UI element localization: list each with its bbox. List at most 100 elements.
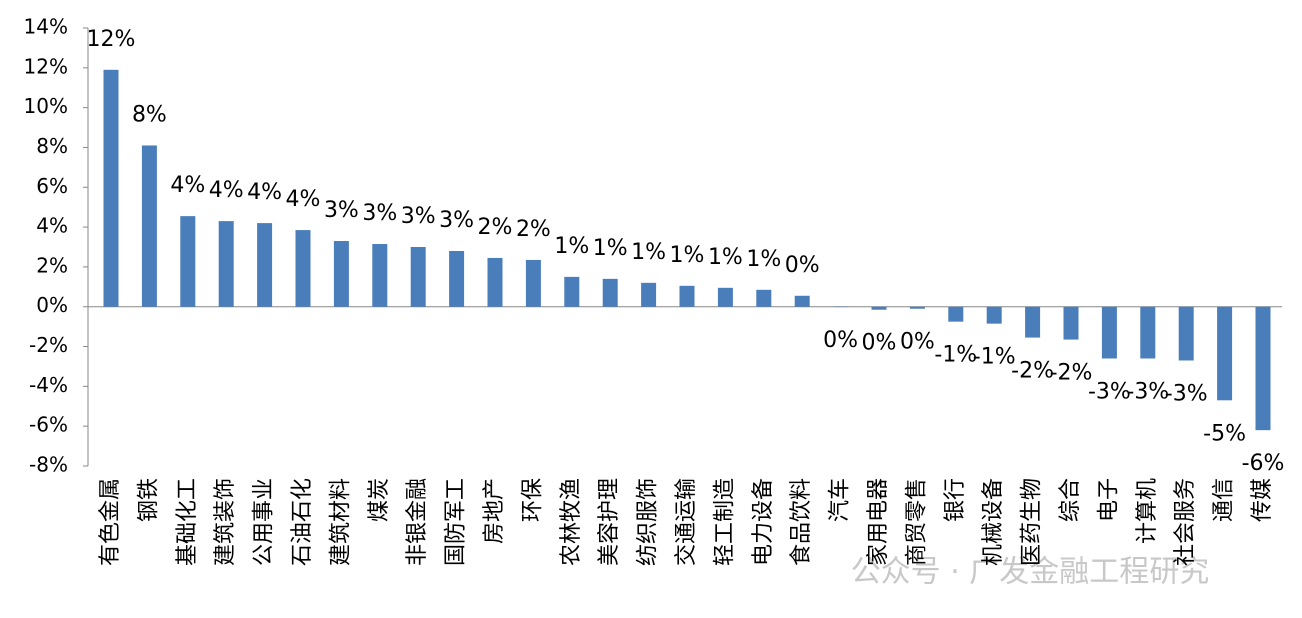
bar [1101, 306, 1117, 359]
value-label: -1% [973, 345, 1016, 370]
bar [794, 295, 810, 307]
x-tick-label: 环保 [520, 478, 545, 522]
y-tick-label: 6% [36, 174, 68, 198]
x-tick-label: 非银金融 [405, 478, 430, 566]
y-tick-label: 2% [36, 253, 68, 277]
x-tick-label: 有色金属 [98, 478, 123, 566]
bar [679, 285, 695, 307]
bar [141, 145, 157, 307]
bar [1140, 306, 1156, 359]
value-label: -3% [1126, 379, 1169, 404]
value-label: 4% [286, 187, 321, 212]
y-tick-label: -4% [29, 373, 68, 397]
watermark: 公众号 · 广发金融工程研究 [851, 555, 1210, 590]
bar [1255, 306, 1271, 431]
bar [487, 257, 503, 307]
value-label: -1% [934, 343, 977, 368]
bar [986, 306, 1002, 324]
x-tick-label: 银行 [943, 478, 968, 522]
x-tick-label: 汽车 [828, 478, 853, 522]
bar [103, 69, 119, 307]
x-tick-label: 计算机 [1135, 478, 1160, 544]
x-tick-label: 基础化工 [175, 478, 200, 566]
x-tick-label: 家用电器 [866, 478, 891, 566]
x-tick-label: 美容护理 [597, 478, 622, 566]
value-label: -3% [1088, 379, 1131, 404]
bar [564, 276, 580, 307]
y-tick-label: -8% [29, 453, 68, 477]
bar [602, 278, 618, 307]
bar [333, 241, 349, 307]
x-tick-label: 房地产 [482, 478, 507, 544]
value-label: 1% [708, 245, 743, 270]
x-tick-label: 综合 [1058, 478, 1083, 522]
x-tick-label: 轻工制造 [712, 478, 737, 566]
value-label: 0% [823, 328, 858, 353]
bar [525, 259, 541, 307]
value-label: 3% [324, 198, 359, 223]
value-label: -2% [1011, 359, 1054, 384]
x-tick-label: 公用事业 [252, 478, 277, 566]
x-tick-label: 传媒 [1250, 478, 1275, 522]
bar [372, 244, 388, 307]
bar [641, 282, 657, 307]
value-label: 3% [439, 208, 474, 233]
value-label: 1% [670, 243, 705, 268]
value-label: 8% [132, 102, 167, 127]
x-tick-label: 商贸零售 [904, 478, 929, 566]
y-tick-label: 10% [24, 94, 68, 118]
bar [871, 306, 887, 310]
value-label: 2% [478, 215, 513, 240]
value-label: -5% [1203, 421, 1246, 446]
x-tick-label: 国防军工 [444, 478, 469, 566]
bar [218, 221, 234, 307]
bar [1217, 306, 1233, 401]
x-tick-label: 医药生物 [1020, 478, 1045, 566]
value-label: 0% [862, 331, 897, 356]
value-label: 0% [900, 330, 935, 355]
value-label: 1% [746, 247, 781, 272]
y-tick-label: 4% [36, 214, 68, 238]
bar [909, 306, 925, 309]
value-label: 4% [209, 178, 244, 203]
bar [756, 289, 772, 307]
y-tick-label: 12% [24, 54, 68, 78]
x-tick-label: 电力设备 [751, 478, 776, 566]
x-tick-label: 石油石化 [290, 478, 315, 566]
bar [1178, 306, 1194, 361]
bar [1063, 306, 1079, 340]
y-tick-label: 14% [24, 15, 68, 39]
x-tick-label: 建筑装饰 [213, 478, 238, 566]
x-tick-label: 建筑材料 [328, 478, 353, 566]
value-label: 2% [516, 217, 551, 242]
y-tick-label: 8% [36, 134, 68, 158]
x-tick-label: 煤炭 [367, 478, 392, 522]
x-tick-label: 社会服务 [1173, 478, 1198, 566]
value-label: 1% [554, 234, 589, 259]
value-label: 1% [631, 240, 666, 265]
bar [1025, 306, 1041, 338]
value-label: 1% [593, 236, 628, 261]
x-tick-label: 交通运输 [674, 478, 699, 566]
value-label: 0% [785, 253, 820, 278]
bar [180, 216, 196, 307]
bar [410, 247, 426, 307]
value-label: 4% [247, 180, 282, 205]
value-label: 3% [362, 201, 397, 226]
bar [295, 230, 311, 307]
value-label: -3% [1165, 381, 1208, 406]
bar [257, 223, 273, 307]
bar [948, 306, 964, 322]
x-tick-label: 钢铁 [136, 478, 161, 522]
x-tick-label: 农林牧渔 [559, 478, 584, 566]
value-label: -2% [1050, 361, 1093, 386]
value-label: 12% [87, 27, 136, 52]
x-tick-label: 通信 [1212, 478, 1237, 522]
y-tick-label: -2% [29, 333, 68, 357]
value-label: 4% [170, 173, 205, 198]
x-tick-label: 食品饮料 [789, 478, 814, 566]
value-label: 3% [401, 204, 436, 229]
y-tick-label: 0% [36, 293, 68, 317]
y-tick-label: -6% [29, 413, 68, 437]
